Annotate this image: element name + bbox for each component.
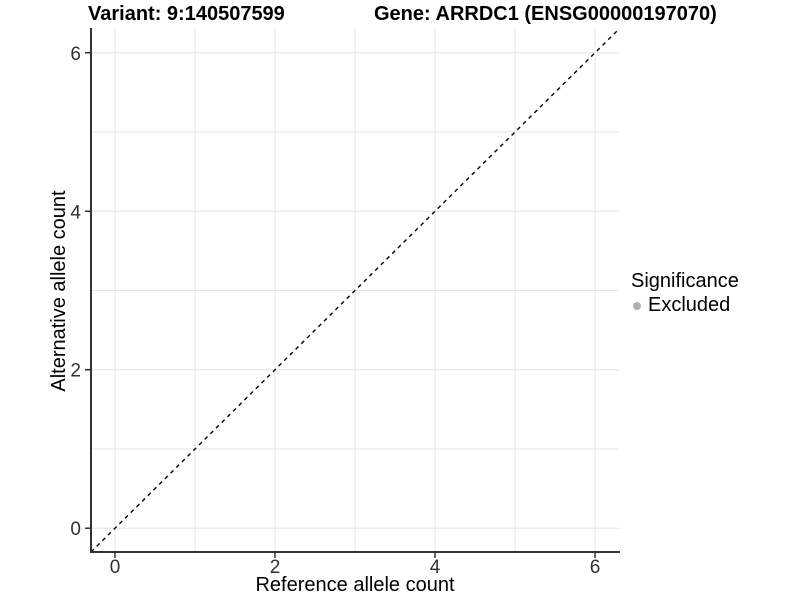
plot-title-gene: Gene: ARRDC1 (ENSG00000197070): [374, 3, 717, 25]
legend-point-icon: [633, 301, 641, 310]
legend-item-excluded: Excluded: [631, 294, 739, 317]
x-tick-label: 0: [110, 557, 121, 578]
identity-line: [90, 28, 620, 553]
legend: Significance Excluded: [631, 270, 739, 317]
legend-item-label: Excluded: [648, 294, 731, 316]
plot-title-variant: Variant: 9:140507599: [88, 3, 285, 25]
legend-title: Significance: [631, 270, 739, 292]
y-axis-label: Alternative allele count: [48, 190, 70, 392]
y-tick-label: 0: [70, 519, 81, 540]
x-tick-label: 4: [430, 557, 441, 578]
x-tick-label: 2: [270, 557, 281, 578]
y-tick-label: 6: [70, 44, 81, 65]
x-tick-label: 6: [590, 557, 601, 578]
y-tick-label: 2: [70, 361, 81, 382]
y-tick-label: 4: [70, 202, 81, 223]
x-axis-label: Reference allele count: [255, 574, 455, 596]
